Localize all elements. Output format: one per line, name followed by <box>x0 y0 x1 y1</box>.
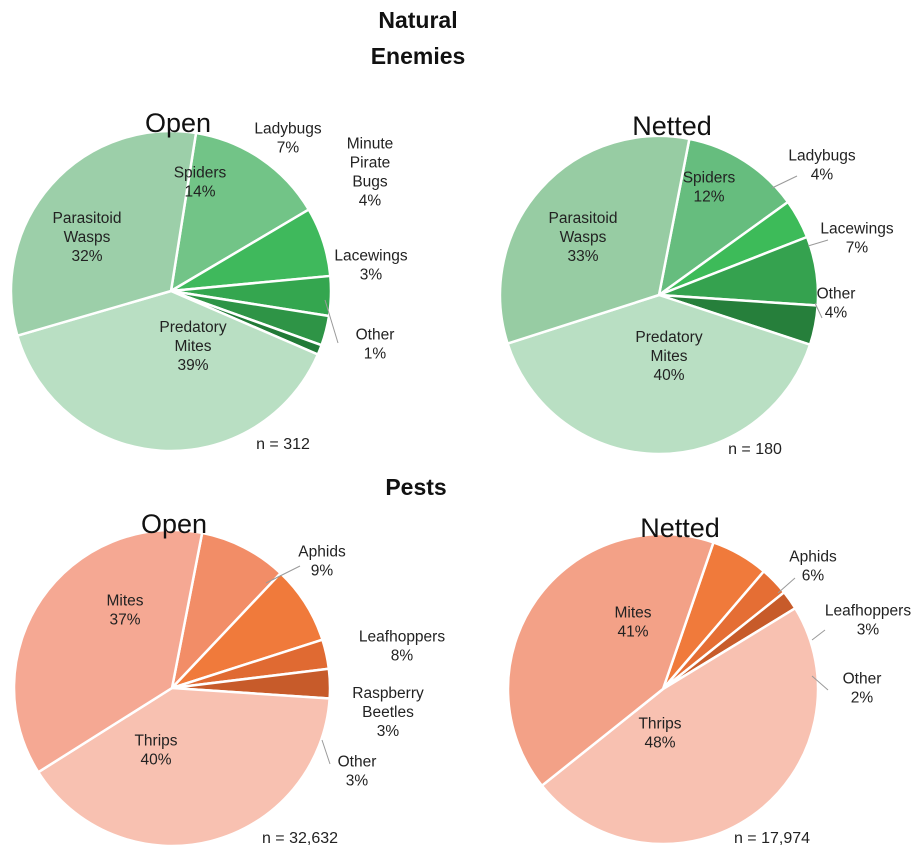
slice-label-mites: Mites 41% <box>614 605 651 641</box>
leader-line-leafhoppers <box>811 629 826 641</box>
slice-label-lacewings: Lacewings 3% <box>334 248 407 284</box>
natural-enemies-title-line1: Natural <box>378 7 457 33</box>
pie-slice-aphids <box>170 531 282 690</box>
slice-label-thrips: Thrips 48% <box>638 716 681 752</box>
leader-line-other <box>811 675 829 691</box>
slice-label-minute-pirate-bugs: Minute Pirate Bugs 4% <box>347 136 394 210</box>
pie-slice-parasitoid-wasps <box>498 134 691 345</box>
pie-slice-predatory-mites <box>16 289 320 453</box>
pests-title: Pests <box>385 474 446 500</box>
pie-natural-enemies-open: Spiders 14% Ladybugs 7% Minute Pirate Bugs 4% La… <box>9 108 408 453</box>
sample-size-label: n = 32,632 <box>262 830 338 847</box>
slice-label-lacewings: Lacewings 7% <box>820 221 893 257</box>
leader-line-aphids <box>265 565 301 584</box>
pie-pests-netted: Aphids 6% Leafhoppers 3% Other 2% Thrips 48% Mit… <box>506 513 911 847</box>
pie-slice-parasitoid-wasps <box>9 129 198 337</box>
slice-label-parasitoid-wasps: Parasitoid Wasps 33% <box>549 210 618 265</box>
pie-slice-predatory-mites <box>506 293 812 456</box>
slice-label-ladybugs: Ladybugs 7% <box>254 121 321 157</box>
pie-slice-mites <box>506 532 715 787</box>
leader-line-lacewings <box>807 239 829 247</box>
pie-slice-mites <box>12 528 204 774</box>
sample-size-label: n = 17,974 <box>734 830 810 847</box>
slice-label-aphids: Aphids 6% <box>789 549 837 585</box>
slice-label-parasitoid-wasps: Parasitoid Wasps 32% <box>53 210 122 265</box>
slice-label-other: Other 4% <box>817 286 856 322</box>
slice-label-predatory-mites: Predatory Mites 39% <box>159 319 226 374</box>
leader-line-aphids <box>777 577 796 594</box>
slice-label-spiders: Spiders 14% <box>174 165 227 201</box>
pie-pests-open: Aphids 9% Leafhoppers 8% Raspberry Beetles 3% O… <box>12 509 445 848</box>
pie-natural-enemies-netted: Spiders 12% Ladybugs 4% Lacewings 7% Other 4% Pr… <box>498 111 894 458</box>
slice-label-leafhoppers: Leafhoppers 8% <box>359 629 445 665</box>
slice-label-mites: Mites 37% <box>106 593 143 629</box>
slice-label-leafhoppers: Leafhoppers 3% <box>825 603 911 639</box>
slice-label-thrips: Thrips 40% <box>134 733 177 769</box>
slice-label-predatory-mites: Predatory Mites 40% <box>635 329 702 384</box>
slice-label-other: Other 1% <box>356 327 395 363</box>
leader-line-other <box>321 739 331 765</box>
pie-title: Open <box>145 108 211 138</box>
pie-title: Open <box>141 509 207 539</box>
sample-size-label: n = 312 <box>256 436 310 453</box>
pie-slice-thrips <box>540 606 820 846</box>
slice-label-ladybugs: Ladybugs 4% <box>788 148 855 184</box>
leader-line-other <box>324 299 339 344</box>
slice-label-spiders: Spiders 12% <box>683 170 736 206</box>
pie-title: Netted <box>640 513 720 543</box>
sample-size-label: n = 180 <box>728 441 782 458</box>
pie-title: Netted <box>632 111 712 141</box>
pie-slice-spiders <box>169 131 310 293</box>
slice-label-raspberry-beetles: Raspberry Beetles 3% <box>352 685 424 740</box>
leader-line-other <box>814 302 823 319</box>
slice-label-aphids: Aphids 9% <box>298 544 346 580</box>
pie-slice-spiders <box>657 137 790 297</box>
slice-label-other: Other 2% <box>843 671 882 707</box>
leader-line-ladybugs <box>771 175 798 189</box>
slice-label-other: Other 3% <box>338 754 377 790</box>
natural-enemies-title-line2: Enemies <box>371 43 466 69</box>
